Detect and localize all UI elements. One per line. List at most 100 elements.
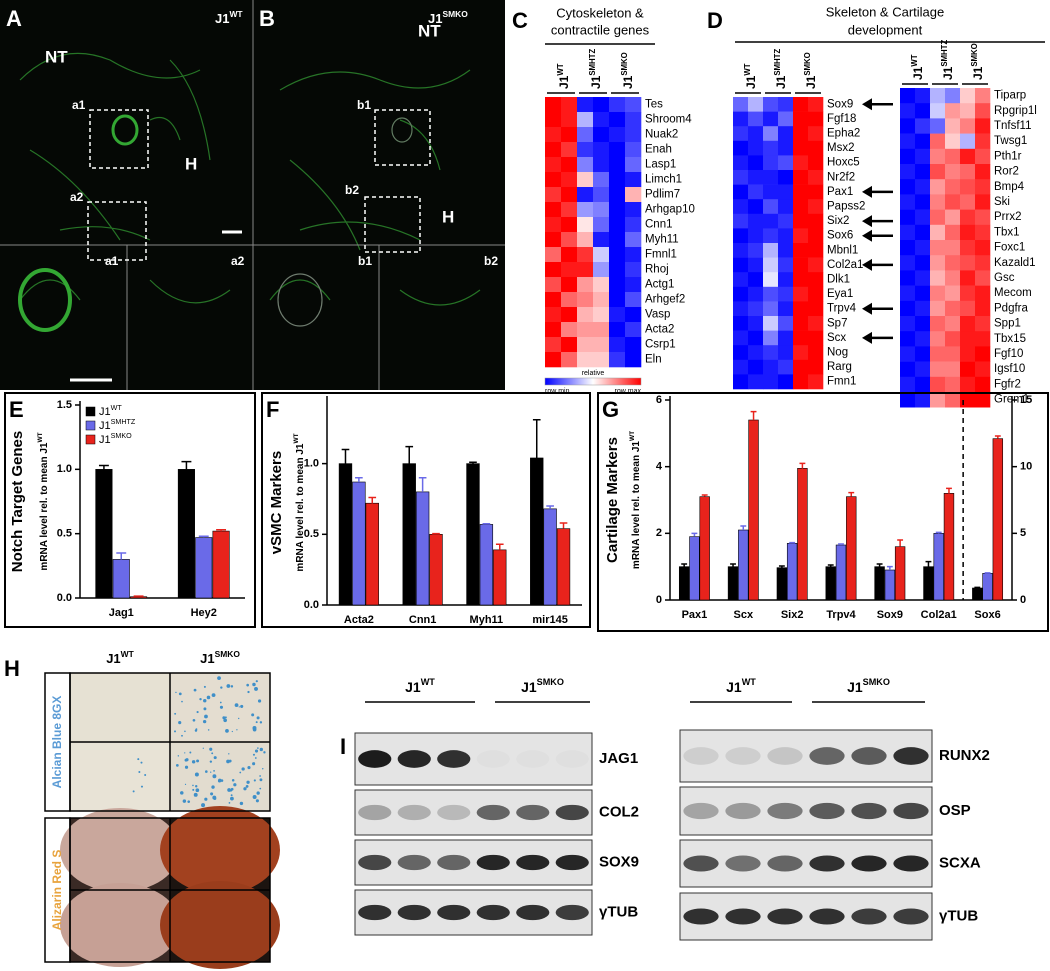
heatmap-cell bbox=[945, 194, 961, 210]
error-bar bbox=[405, 445, 414, 464]
group-label: J1SMKO bbox=[521, 677, 564, 694]
heatmap-cell bbox=[577, 262, 594, 278]
y-tick-label: 0 bbox=[656, 594, 662, 606]
blot-band bbox=[809, 802, 845, 820]
genotype-label: J1WT bbox=[215, 9, 243, 26]
heatmap-cell bbox=[609, 307, 626, 323]
heatmap-cell bbox=[593, 322, 610, 338]
heatmap-cell bbox=[930, 103, 946, 119]
heatmap-cell bbox=[960, 148, 976, 165]
chart-frame bbox=[597, 392, 1049, 632]
heatmap-cell bbox=[945, 240, 961, 256]
heatmap-cell bbox=[808, 286, 824, 302]
heatmap-cell bbox=[915, 224, 931, 241]
heatmap-cell bbox=[915, 331, 931, 347]
panel-title: contractile genes bbox=[551, 22, 650, 37]
speckle bbox=[223, 718, 227, 723]
x-tick-label: Myh11 bbox=[470, 614, 504, 626]
heatmap-cell bbox=[609, 337, 626, 353]
heatmap-cell bbox=[748, 345, 764, 361]
group-label: J1SMKO bbox=[803, 52, 819, 89]
x-tick-label: Pax1 bbox=[682, 609, 708, 621]
speckle bbox=[199, 697, 202, 701]
heatmap-cell bbox=[960, 133, 976, 150]
speckle bbox=[204, 714, 208, 719]
heatmap-cell bbox=[915, 285, 931, 302]
blot-band bbox=[516, 904, 550, 921]
heatmap-cell bbox=[577, 112, 594, 128]
y-axis-label: mRNA level rel. to mean J1WT bbox=[629, 431, 641, 569]
heatmap-cell bbox=[778, 213, 794, 229]
heatmap-cell bbox=[545, 217, 562, 233]
blot-band bbox=[683, 855, 719, 872]
heatmap-cell bbox=[763, 301, 779, 317]
speckle bbox=[192, 784, 194, 787]
heatmap-cell bbox=[808, 97, 824, 112]
heatmap-cell bbox=[900, 300, 916, 317]
legend-swatch bbox=[85, 434, 96, 445]
heatmap-cell bbox=[763, 126, 779, 142]
speckle bbox=[252, 682, 256, 687]
gene-label: Six2 bbox=[827, 215, 849, 227]
y-axis-label: mRNA level rel. to mean J1WT bbox=[293, 433, 305, 571]
speckle bbox=[259, 775, 261, 777]
heatmap-cell bbox=[625, 247, 642, 263]
heatmap-cell bbox=[778, 345, 794, 361]
heatmap-cell bbox=[900, 194, 916, 210]
speckle bbox=[140, 785, 143, 788]
heatmap-cell bbox=[808, 184, 824, 200]
speckle bbox=[252, 725, 257, 730]
heatmap-cell bbox=[545, 352, 562, 368]
group-label-sup: WT bbox=[743, 63, 752, 75]
error-bar bbox=[432, 532, 440, 535]
heatmap-cell bbox=[975, 224, 991, 241]
blot-band bbox=[809, 747, 845, 765]
heatmap-cell bbox=[975, 118, 991, 134]
inset-label: b2 bbox=[484, 254, 498, 268]
genotype-label: J1SMKO bbox=[428, 9, 468, 26]
group-label-sup: WT bbox=[742, 677, 757, 687]
heatmap-cell bbox=[763, 97, 779, 112]
heatmap-cell bbox=[793, 199, 809, 215]
speckle bbox=[211, 752, 214, 755]
speckle bbox=[205, 770, 208, 773]
heatmap-cell bbox=[609, 202, 626, 218]
heatmap-cell bbox=[625, 232, 642, 248]
heatmap-cell bbox=[733, 140, 749, 156]
speckle bbox=[178, 721, 182, 725]
bar bbox=[112, 559, 130, 599]
heatmap-cell bbox=[778, 257, 794, 273]
heatmap-cell bbox=[625, 97, 642, 113]
stain-images bbox=[44, 672, 280, 969]
heatmap-cell bbox=[945, 331, 961, 347]
speckle bbox=[193, 688, 197, 692]
heatmap-cell bbox=[545, 262, 562, 278]
group-label-sup: SMHTZ bbox=[940, 40, 949, 67]
speckle bbox=[262, 768, 264, 770]
blot-strip bbox=[354, 889, 593, 936]
speckle bbox=[193, 792, 198, 797]
bar bbox=[678, 566, 690, 601]
gene-label: Foxc1 bbox=[994, 242, 1025, 254]
heatmap-cell bbox=[733, 286, 749, 302]
speckle bbox=[174, 712, 177, 715]
y-tick-label: 5 bbox=[1020, 527, 1026, 539]
heatmap-cell bbox=[545, 157, 562, 173]
speckle bbox=[251, 713, 255, 717]
heatmap-cell bbox=[975, 103, 991, 119]
band-label: γTUB bbox=[939, 907, 978, 924]
heatmap-cell bbox=[593, 157, 610, 173]
x-tick-label: Trpv4 bbox=[826, 609, 856, 621]
bar bbox=[933, 533, 944, 601]
heatmap-cell bbox=[900, 331, 916, 347]
speckle bbox=[259, 721, 263, 724]
x-tick-label: Six2 bbox=[781, 609, 804, 621]
gene-label: Arhgef2 bbox=[645, 294, 685, 306]
panel-title: development bbox=[848, 22, 923, 37]
heatmap-cell bbox=[793, 272, 809, 288]
heatmap-cell bbox=[930, 88, 946, 104]
heatmap-cell bbox=[778, 316, 794, 331]
heatmap-cell bbox=[593, 127, 610, 143]
heatmap-cell bbox=[975, 133, 991, 150]
heart-label: H bbox=[442, 207, 454, 226]
